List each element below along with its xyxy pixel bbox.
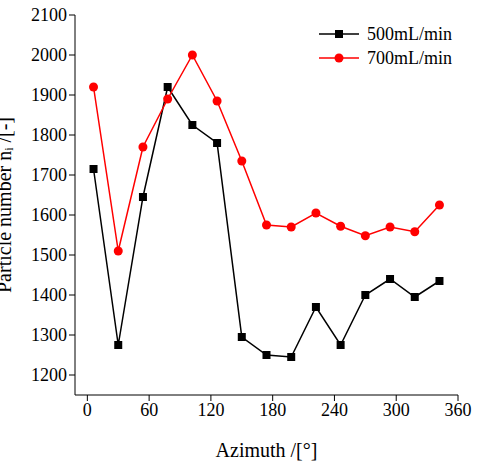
svg-text:120: 120 bbox=[197, 400, 224, 420]
html-text:700mL/min: 700mL/min bbox=[367, 48, 452, 68]
svg-text:60: 60 bbox=[140, 400, 158, 420]
svg-text:Particle number nᵢ /[-]: Particle number nᵢ /[-] bbox=[8, 117, 15, 293]
svg-text:1800: 1800 bbox=[31, 125, 67, 145]
svg-text:300: 300 bbox=[383, 400, 410, 420]
svg-text:240: 240 bbox=[321, 400, 348, 420]
svg-text:1900: 1900 bbox=[31, 85, 67, 105]
svg-text:2100: 2100 bbox=[31, 5, 67, 25]
svg-text:1400: 1400 bbox=[31, 285, 67, 305]
svg-text:Azimuth /[°]: Azimuth /[°] bbox=[216, 439, 318, 461]
svg-text:1500: 1500 bbox=[31, 245, 67, 265]
svg-text:180: 180 bbox=[259, 400, 286, 420]
svg-text:1300: 1300 bbox=[31, 325, 67, 345]
svg-text:1700: 1700 bbox=[31, 165, 67, 185]
svg-text:1200: 1200 bbox=[31, 365, 67, 385]
svg-text:0: 0 bbox=[83, 400, 92, 420]
html-text:500mL/min: 500mL/min bbox=[367, 24, 452, 44]
svg-text:1600: 1600 bbox=[31, 205, 67, 225]
svg-text:2000: 2000 bbox=[31, 45, 67, 65]
svg-text:360: 360 bbox=[445, 400, 472, 420]
